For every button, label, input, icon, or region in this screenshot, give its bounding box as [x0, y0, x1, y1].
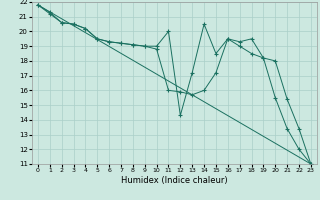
X-axis label: Humidex (Indice chaleur): Humidex (Indice chaleur) — [121, 176, 228, 185]
